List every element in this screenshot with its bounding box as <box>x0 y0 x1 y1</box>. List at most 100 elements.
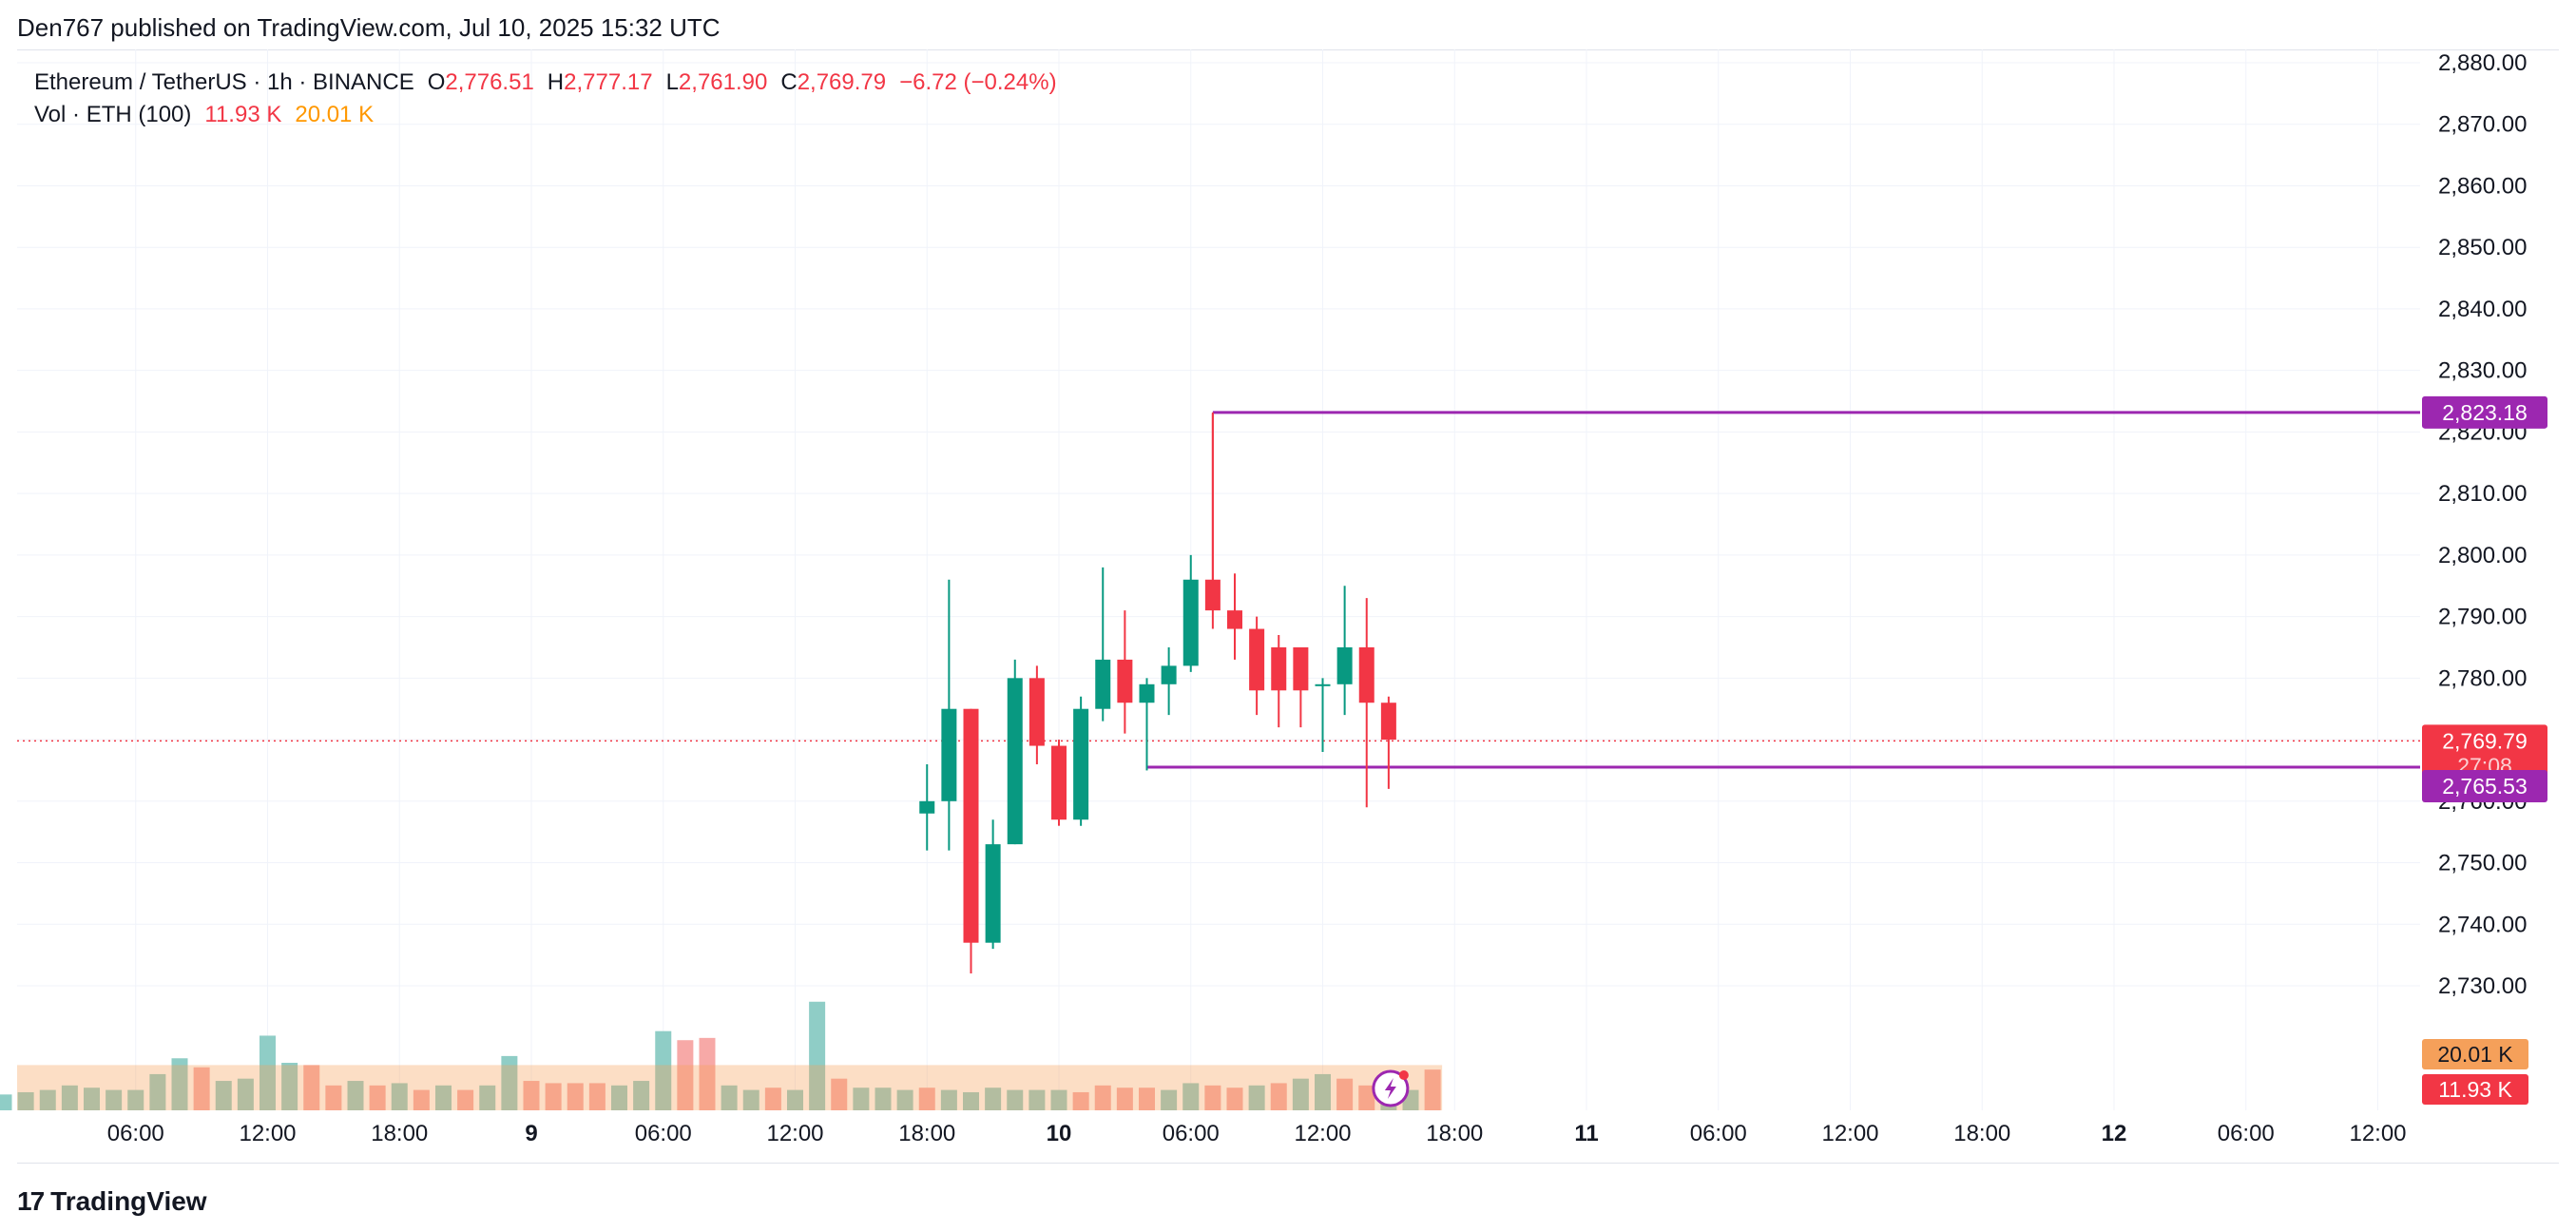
volume-bar <box>413 1089 430 1110</box>
candle-body[interactable] <box>963 708 979 943</box>
x-axis-tick-label: 12:00 <box>1821 1121 1878 1146</box>
tradingview-logo-icon: 17 <box>17 1186 45 1216</box>
volume-bar <box>588 1083 606 1110</box>
candle-body[interactable] <box>1227 610 1242 629</box>
volume-bar <box>567 1083 584 1110</box>
volume-ma-tag-bg <box>2422 1039 2528 1069</box>
y-axis-tick-label: 2,810.00 <box>2438 481 2527 507</box>
volume-bar <box>633 1081 650 1110</box>
x-axis-tick-label: 18:00 <box>898 1121 955 1146</box>
volume-bar <box>764 1088 781 1110</box>
volume-bar <box>1028 1089 1046 1110</box>
candle-body[interactable] <box>1358 646 1375 703</box>
x-axis-tick-label: 18:00 <box>1953 1121 2010 1146</box>
volume-bar <box>501 1055 518 1110</box>
volume-bar <box>1248 1085 1265 1110</box>
candle-body[interactable] <box>1315 683 1331 686</box>
candle-body[interactable] <box>1271 646 1287 691</box>
x-axis-tick-label: 12:00 <box>2349 1121 2406 1146</box>
y-axis-tick-label: 2,830.00 <box>2438 358 2527 384</box>
volume-bar <box>655 1030 672 1110</box>
y-axis-tick-label: 2,850.00 <box>2438 235 2527 260</box>
volume-bar <box>1161 1089 1178 1110</box>
x-axis-tick-label: 9 <box>525 1121 537 1146</box>
published-header: Den767 published on TradingView.com, Jul… <box>17 13 721 42</box>
volume-bar <box>611 1085 627 1110</box>
volume-tag-bg <box>2422 1074 2528 1105</box>
volume-bar <box>523 1081 540 1110</box>
level-price-tag-bg <box>2422 395 2547 429</box>
candle-body[interactable] <box>1161 665 1177 684</box>
volume-bar <box>215 1081 232 1110</box>
candle-body[interactable] <box>1007 678 1023 845</box>
x-axis-tick-label: 18:00 <box>371 1121 428 1146</box>
volume-bar <box>742 1089 759 1110</box>
candle-body[interactable] <box>1249 628 1265 691</box>
candle-body[interactable] <box>1117 659 1133 703</box>
volume-bar <box>940 1089 957 1110</box>
x-axis-tick-label: 06:00 <box>2218 1121 2275 1146</box>
volume-value: 11.93 K <box>204 102 282 127</box>
y-axis-tick-label: 2,750.00 <box>2438 851 2527 876</box>
x-axis-tick-label: 12:00 <box>766 1121 823 1146</box>
volume-bar <box>325 1085 342 1110</box>
candle-body[interactable] <box>1293 646 1309 691</box>
level-price-tag: 2,823.18 <box>2442 400 2528 425</box>
close-value: 2,769.79 <box>797 69 887 95</box>
candle-body[interactable] <box>919 800 935 814</box>
volume-bar <box>853 1088 870 1110</box>
volume-bar <box>1139 1088 1155 1110</box>
volume-bar <box>84 1088 100 1110</box>
x-axis-tick-label: 06:00 <box>1163 1121 1220 1146</box>
candle-body[interactable] <box>985 844 1001 943</box>
x-axis-tick-label: 18:00 <box>1426 1121 1483 1146</box>
candle-body[interactable] <box>1380 703 1396 741</box>
candle-body[interactable] <box>1139 683 1155 703</box>
volume-bar <box>61 1085 78 1110</box>
volume-label[interactable]: Vol · ETH (100) <box>34 102 192 127</box>
volume-bar <box>1116 1088 1133 1110</box>
open-value: 2,776.51 <box>445 69 534 95</box>
notification-dot <box>1398 1070 1409 1080</box>
x-axis-tick-label: 06:00 <box>107 1121 164 1146</box>
candle-body[interactable] <box>941 708 957 801</box>
change-value: −6.72 (−0.24%) <box>899 69 1057 95</box>
volume-bar <box>171 1058 188 1110</box>
close-label: C <box>780 69 798 95</box>
volume-bar <box>260 1035 276 1110</box>
low-value: 2,761.90 <box>678 69 768 95</box>
volume-bar <box>237 1078 254 1110</box>
candle-body[interactable] <box>1182 579 1199 666</box>
volume-bar <box>1424 1069 1441 1110</box>
volume-bar <box>17 1091 34 1110</box>
volume-bar <box>0 1094 12 1110</box>
candle-body[interactable] <box>1204 579 1221 611</box>
volume-bar <box>1007 1089 1024 1110</box>
volume-bar <box>1226 1088 1243 1110</box>
volume-bar <box>1050 1089 1067 1110</box>
candle-body[interactable] <box>1095 659 1111 709</box>
volume-bar <box>1094 1085 1111 1110</box>
volume-bar <box>369 1085 386 1110</box>
high-value: 2,777.17 <box>564 69 653 95</box>
low-label: L <box>665 69 679 95</box>
volume-bar <box>479 1085 496 1110</box>
open-label: O <box>427 69 446 95</box>
volume-bar <box>1292 1078 1309 1110</box>
candle-body[interactable] <box>1051 745 1067 820</box>
candle-body[interactable] <box>1336 646 1353 684</box>
volume-bar <box>347 1081 364 1110</box>
chart-frame[interactable] <box>17 49 2559 1164</box>
lightning-bolt-glyph <box>1384 1078 1396 1099</box>
symbol-label[interactable]: Ethereum / TetherUS · 1h · BINANCE <box>34 69 414 95</box>
candle-body[interactable] <box>1073 708 1089 820</box>
high-label: H <box>547 69 565 95</box>
y-axis-tick-label: 2,730.00 <box>2438 973 2527 999</box>
candle-body[interactable] <box>1028 678 1045 746</box>
tradingview-logo[interactable]: 17 TradingView <box>17 1186 207 1217</box>
x-axis-tick-label: 12:00 <box>1294 1121 1351 1146</box>
y-axis-tick-label: 2,800.00 <box>2438 543 2527 568</box>
ohlc-legend: Ethereum / TetherUS · 1h · BINANCE O2,776… <box>34 67 1057 99</box>
volume-legend: Vol · ETH (100) 11.93 K 20.01 K <box>34 99 1057 131</box>
